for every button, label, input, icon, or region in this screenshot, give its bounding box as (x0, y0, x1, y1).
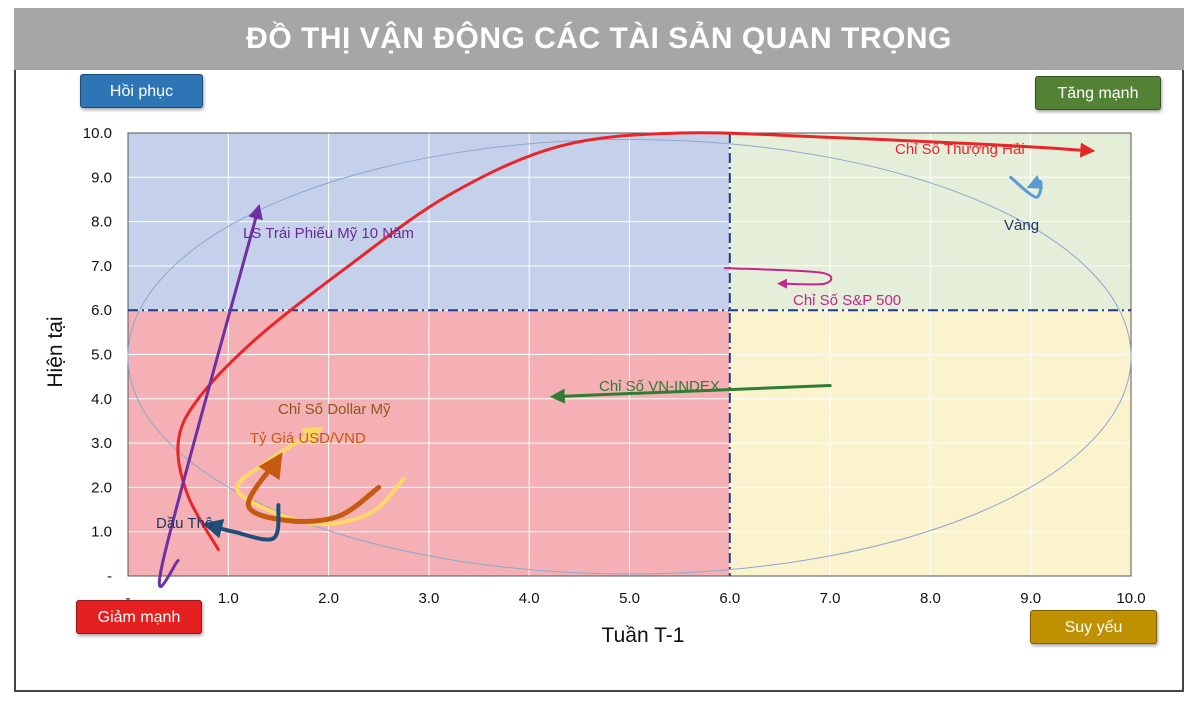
x-tick-label: 5.0 (619, 590, 640, 607)
y-tick-label: 6.0 (91, 302, 112, 319)
series-line-1 (157, 203, 263, 589)
y-tick-label: 10.0 (83, 125, 112, 142)
label-vnindex: Chỉ Số VN-INDEX (599, 378, 720, 395)
series-line-6 (245, 452, 382, 524)
series-line-7 (202, 503, 281, 542)
x-tick-label: 7.0 (820, 590, 841, 607)
quadrant-label-recovery: Hồi phục (80, 74, 203, 108)
x-tick-label: 2.0 (318, 590, 339, 607)
x-tick-label: 8.0 (920, 590, 941, 607)
rotation-ellipse (127, 138, 1132, 575)
y-tick-label: 1.0 (91, 524, 112, 541)
y-tick-label: 4.0 (91, 391, 112, 408)
quadrant-label-strong-down: Giảm mạnh (76, 600, 202, 634)
series-lines (157, 131, 1096, 589)
x-tick-label: 6.0 (719, 590, 740, 607)
label-shanghai: Chỉ Số Thượng Hải (895, 141, 1025, 158)
series-line-0 (176, 131, 1096, 551)
quadrant-dividers (128, 133, 1131, 576)
quadrant-label-strong-up: Tăng mạnh (1035, 76, 1161, 110)
quadrant-label-weakening: Suy yếu (1030, 610, 1157, 644)
label-oil: Dầu Thô (156, 515, 213, 532)
y-tick-label: 8.0 (91, 214, 112, 231)
page-title: ĐỒ THỊ VẬN ĐỘNG CÁC TÀI SẢN QUAN TRỌNG (14, 8, 1184, 70)
y-tick-label: 3.0 (91, 435, 112, 452)
label-bond: LS Trái Phiếu Mỹ 10 Năm (243, 225, 414, 242)
series-line-4 (549, 384, 832, 404)
label-gold: Vàng (1004, 217, 1039, 234)
guide-ellipse (127, 138, 1132, 575)
series-line-3 (723, 267, 833, 289)
series-line-2 (1009, 175, 1044, 199)
axis-ticks: - 1.0 2.0 3.0 4.0 5.0 6.0 7.0 8.0 9.0 10.0 - 1.0 2.0 3… (83, 125, 1146, 607)
label-sp500: Chỉ Số S&P 500 (793, 292, 901, 309)
y-axis-title: Hiện tại (44, 316, 67, 387)
x-tick-label: 1.0 (218, 590, 239, 607)
x-tick-label: - (126, 590, 131, 607)
x-tick-label: 9.0 (1020, 590, 1041, 607)
x-tick-label: 3.0 (418, 590, 439, 607)
y-tick-label: - (107, 568, 112, 585)
label-dollar: Chỉ Số Dollar Mỹ (278, 401, 391, 418)
label-usdvnd: Tỷ Giá USD/VND (250, 430, 366, 447)
y-tick-label: 7.0 (91, 258, 112, 275)
y-tick-label: 9.0 (91, 169, 112, 186)
x-tick-label: 10.0 (1116, 590, 1145, 607)
x-axis-title: Tuần T-1 (602, 624, 685, 647)
y-tick-label: 2.0 (91, 479, 112, 496)
y-tick-label: 5.0 (91, 347, 112, 364)
x-tick-label: 4.0 (519, 590, 540, 607)
